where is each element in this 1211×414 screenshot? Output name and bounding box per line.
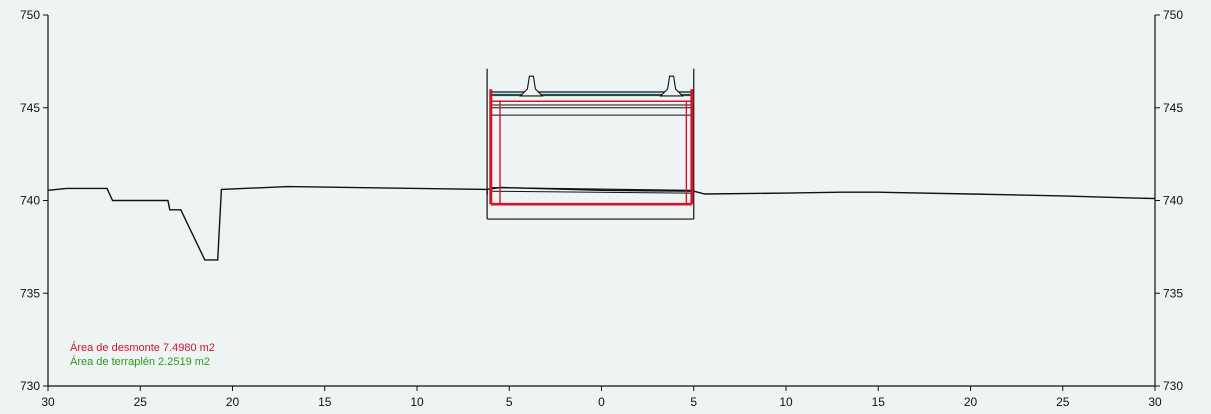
y-tick-label-left: 750 [20, 8, 40, 22]
y-tick-label-left: 735 [20, 286, 40, 300]
y-tick-label-right: 740 [1163, 194, 1183, 208]
x-tick-label: 5 [690, 395, 697, 409]
x-tick-label: 20 [964, 395, 978, 409]
barrier-right [661, 76, 683, 96]
ground-profile-line [48, 187, 1155, 260]
x-tick-label: 15 [872, 395, 886, 409]
x-tick-label: 5 [506, 395, 513, 409]
y-tick-label-right: 745 [1163, 101, 1183, 115]
y-tick-label-left: 740 [20, 194, 40, 208]
x-tick-label: 10 [410, 395, 424, 409]
x-tick-label: 30 [1148, 395, 1162, 409]
x-tick-label: 30 [41, 395, 55, 409]
x-tick-label: 15 [318, 395, 332, 409]
barrier-left [520, 76, 542, 96]
x-tick-label: 25 [134, 395, 148, 409]
section-drawing [48, 69, 1155, 260]
x-tick-label: 25 [1056, 395, 1070, 409]
legend-desmonte: Área de desmonte 7.4980 m2 [70, 341, 215, 354]
y-tick-label-right: 750 [1163, 8, 1183, 22]
x-tick-label: 0 [598, 395, 605, 409]
y-tick-label-left: 730 [20, 379, 40, 393]
x-tick-label: 10 [779, 395, 793, 409]
x-tick-label: 20 [226, 395, 240, 409]
y-tick-label-right: 735 [1163, 286, 1183, 300]
legend-terraplen: Área de terraplén 2.2519 m2 [70, 355, 210, 368]
y-tick-label-left: 745 [20, 101, 40, 115]
y-tick-label-right: 730 [1163, 379, 1183, 393]
